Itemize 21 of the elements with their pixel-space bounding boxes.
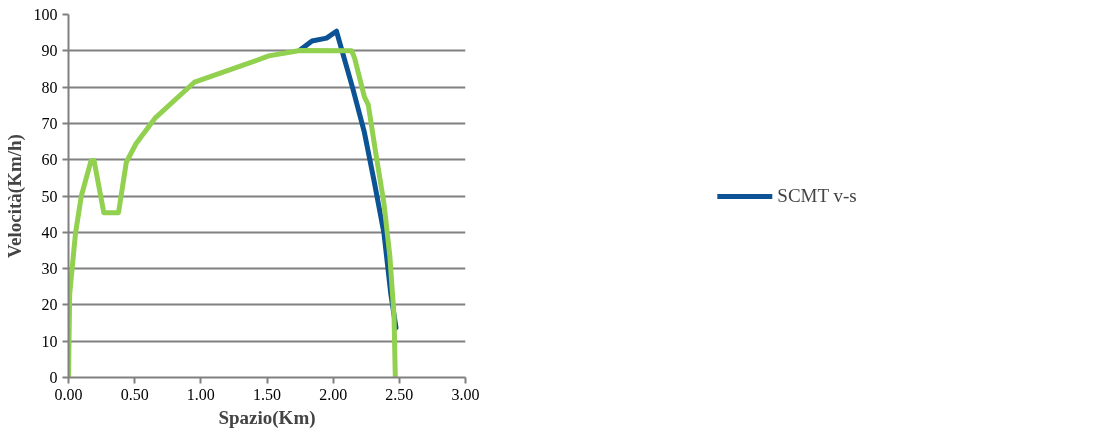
y-tick-label: 20 <box>41 296 58 314</box>
x-tick-label: 3.00 <box>451 385 480 403</box>
y-tick-label: 30 <box>41 260 58 278</box>
x-axis-title: Spazio(Km) <box>218 406 316 429</box>
y-tick-label: 60 <box>41 151 58 169</box>
x-tick-label: 2.50 <box>385 385 414 403</box>
x-tick-label: 2.00 <box>319 385 348 403</box>
legend-label: SCMT v-s <box>777 184 857 207</box>
y-axis-title: Velocità(Km/h) <box>3 134 26 258</box>
x-tick-label: 0.00 <box>54 385 83 403</box>
y-tick-label: 40 <box>41 223 58 241</box>
y-tick-label: 0 <box>49 369 58 386</box>
y-tick-label: 10 <box>41 332 58 350</box>
y-tick-label: 100 <box>33 6 58 23</box>
x-tick-label: 1.50 <box>253 385 281 403</box>
y-tick-label: 50 <box>41 187 58 205</box>
y-tick-label: 70 <box>41 114 58 132</box>
x-tick-label: 1.00 <box>186 385 215 403</box>
y-tick-label: 90 <box>41 42 58 60</box>
y-tick-label: 80 <box>41 78 58 96</box>
x-tick-label: 0.50 <box>120 385 149 403</box>
